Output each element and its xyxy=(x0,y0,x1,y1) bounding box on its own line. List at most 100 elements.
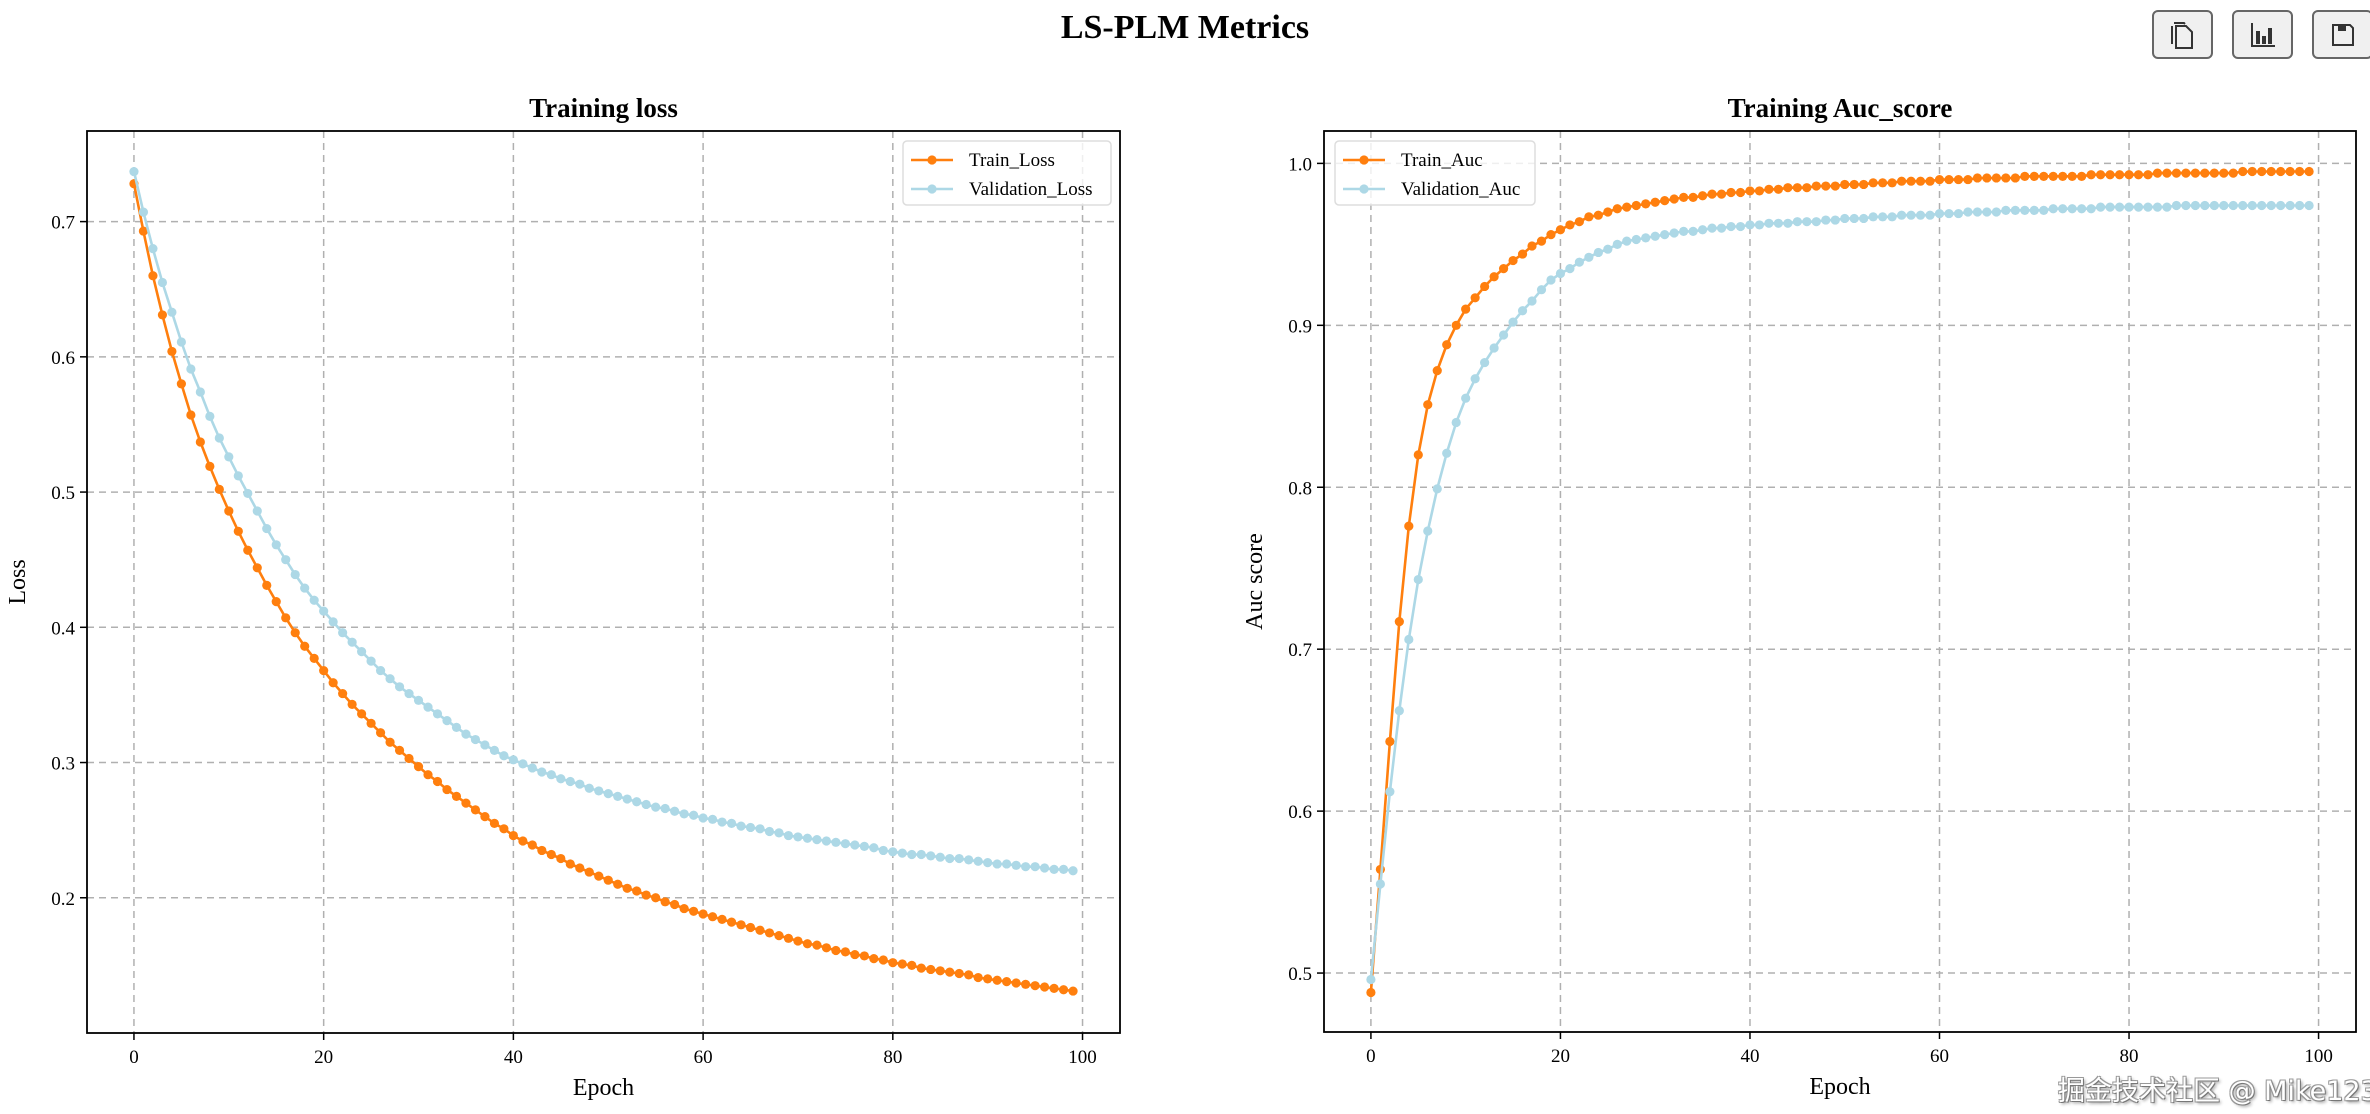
x-axis-label: Epoch xyxy=(573,1075,634,1101)
data-point xyxy=(954,853,964,864)
data-point xyxy=(167,307,177,317)
data-point xyxy=(783,933,794,943)
data-point xyxy=(812,835,822,845)
data-point xyxy=(404,688,414,699)
data-point xyxy=(1413,574,1423,585)
data-point xyxy=(2048,171,2058,181)
data-point xyxy=(1470,293,1480,303)
data-point xyxy=(157,310,168,320)
data-point xyxy=(1058,864,1069,874)
data-point xyxy=(1669,194,1679,204)
data-point xyxy=(2020,171,2030,181)
chart-title: Training loss xyxy=(529,93,678,123)
data-point xyxy=(357,709,367,719)
x-tick-label: 80 xyxy=(883,1047,902,1068)
data-point xyxy=(1631,200,1641,211)
data-point xyxy=(2257,200,2267,211)
data-point xyxy=(575,863,585,873)
copy-button[interactable] xyxy=(2152,10,2213,59)
x-tick-label: 40 xyxy=(504,1047,523,1068)
data-point xyxy=(2285,200,2295,211)
data-point xyxy=(1574,217,1584,227)
data-point xyxy=(1697,225,1708,235)
data-point xyxy=(1058,985,1069,995)
data-point xyxy=(1944,208,1954,219)
data-point xyxy=(2219,168,2229,178)
data-point xyxy=(1612,239,1622,249)
data-point xyxy=(2247,200,2257,211)
data-point xyxy=(499,751,509,761)
data-point xyxy=(2143,202,2153,212)
series-line-validation_auc xyxy=(1369,204,2310,980)
data-point xyxy=(565,859,575,869)
data-point xyxy=(2152,168,2163,178)
data-point xyxy=(546,849,556,860)
data-point xyxy=(679,809,689,819)
data-point xyxy=(1641,233,1651,243)
watermark: 掘金技术社区 @ Mike123 xyxy=(2058,1076,2370,1107)
data-point xyxy=(328,617,338,627)
y-tick-label: 0.6 xyxy=(1288,802,1312,823)
data-point xyxy=(859,951,869,961)
data-point xyxy=(1726,221,1736,232)
data-point xyxy=(176,337,186,347)
plot-area xyxy=(87,131,1120,1033)
data-point xyxy=(1480,357,1490,368)
data-point xyxy=(1498,330,1509,340)
data-point xyxy=(651,802,661,812)
chart-button[interactable] xyxy=(2232,10,2293,59)
data-point xyxy=(2228,168,2238,178)
data-point xyxy=(1868,212,1878,222)
data-point xyxy=(1030,862,1040,872)
data-point xyxy=(2096,170,2106,180)
data-point xyxy=(537,845,547,856)
data-point xyxy=(508,755,518,765)
data-point xyxy=(1517,249,1528,259)
data-point xyxy=(1517,306,1528,316)
data-point xyxy=(1679,192,1689,202)
data-point xyxy=(1650,231,1660,241)
data-point xyxy=(603,789,613,799)
x-tick-label: 60 xyxy=(1930,1046,1949,1067)
x-tick-label: 0 xyxy=(129,1047,139,1068)
data-point xyxy=(2228,200,2238,211)
data-point xyxy=(195,387,205,397)
data-point xyxy=(755,824,765,834)
data-point xyxy=(1830,181,1840,191)
data-point xyxy=(1385,736,1395,747)
data-point xyxy=(641,890,651,900)
data-point xyxy=(1413,450,1423,460)
x-tick-label: 60 xyxy=(694,1047,713,1068)
data-point xyxy=(926,964,936,975)
data-point xyxy=(1802,183,1812,193)
data-point xyxy=(2181,168,2191,178)
data-point xyxy=(1934,208,1945,219)
data-point xyxy=(2077,171,2087,181)
series-line-train_auc xyxy=(1369,170,2310,993)
data-point xyxy=(1039,982,1050,992)
data-point xyxy=(129,166,139,177)
data-point xyxy=(1489,272,1499,282)
data-point xyxy=(726,917,737,927)
data-point xyxy=(1906,176,1916,186)
legend-label: Validation_Auc xyxy=(1401,179,1520,200)
data-point xyxy=(1508,255,1518,266)
data-point xyxy=(1593,247,1603,258)
data-point xyxy=(2020,205,2030,215)
data-point xyxy=(745,922,756,933)
data-point xyxy=(432,709,443,719)
save-button[interactable] xyxy=(2312,10,2370,59)
data-point xyxy=(375,728,386,738)
data-point xyxy=(347,637,357,647)
data-point xyxy=(1953,208,1964,219)
data-point xyxy=(1565,220,1575,230)
data-point xyxy=(897,848,907,858)
data-point xyxy=(271,540,281,550)
data-point xyxy=(613,879,623,889)
data-point xyxy=(707,912,718,922)
data-point xyxy=(2181,200,2191,211)
data-point xyxy=(1394,617,1404,627)
data-point xyxy=(1982,207,1992,217)
data-point xyxy=(2162,202,2172,212)
